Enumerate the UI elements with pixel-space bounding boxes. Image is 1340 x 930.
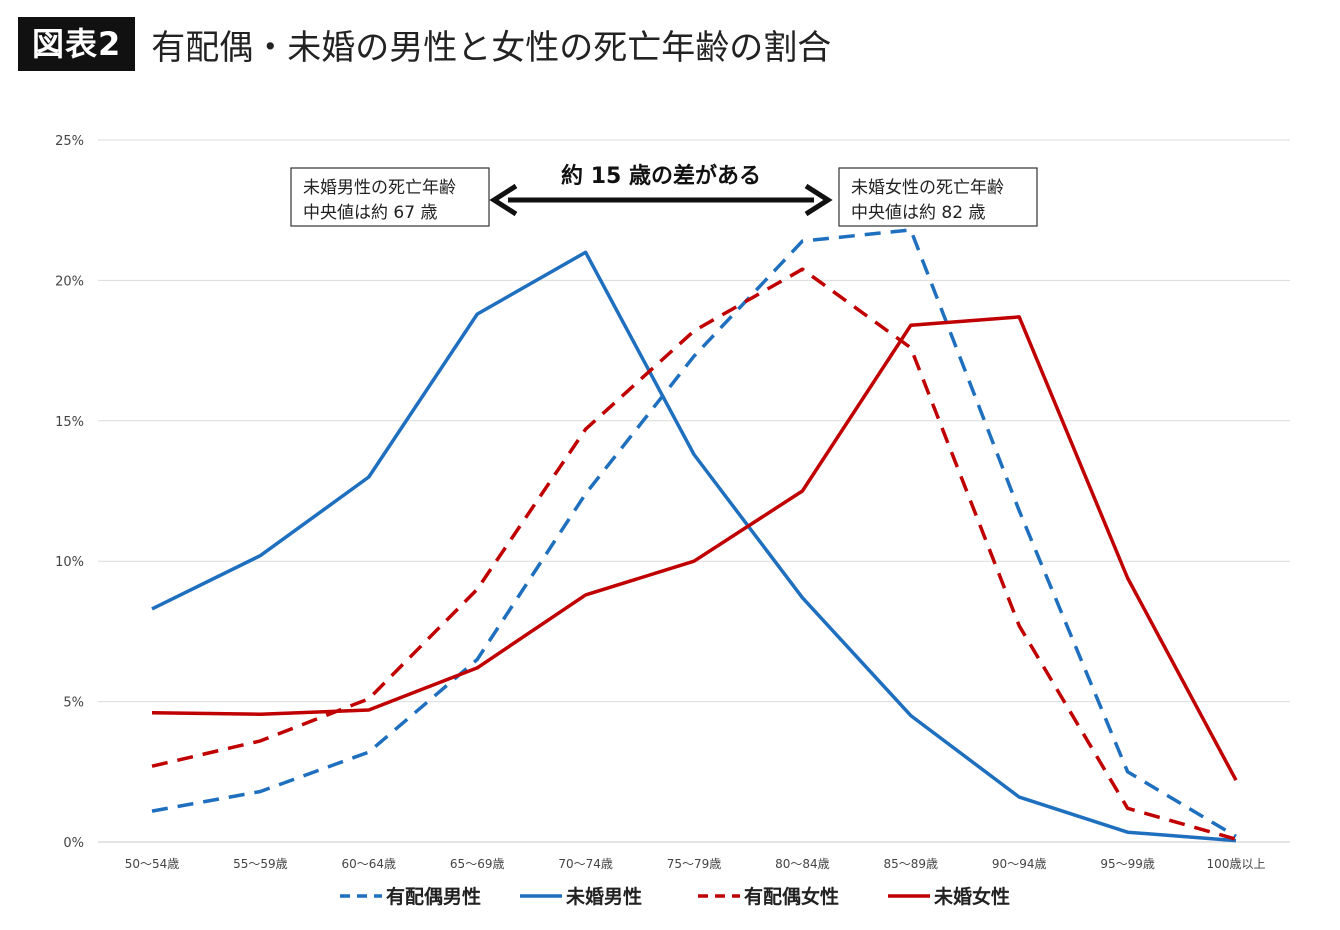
x-tick-label: 75〜79歳: [667, 857, 722, 871]
y-tick-label: 15%: [55, 415, 84, 430]
y-tick-label: 25%: [55, 134, 84, 149]
x-tick-label: 55〜59歳: [233, 857, 288, 871]
annotation-male-text: 中央値は約 67 歳: [303, 203, 437, 223]
chart-title: 有配偶・未婚の男性と女性の死亡年齢の割合: [151, 27, 832, 68]
arrow-label: 約 15 歳の差がある: [561, 163, 761, 189]
figure-badge: 図表2: [18, 17, 136, 71]
y-tick-label: 0%: [63, 836, 84, 851]
annotation-female-text: 未婚女性の死亡年齢: [851, 178, 1004, 198]
legend-label: 未婚女性: [933, 885, 1010, 908]
annotation-male-text: 未婚男性の死亡年齢: [303, 178, 456, 198]
series-line-3: [151, 315, 1238, 782]
annotation-female-text: 中央値は約 82 歳: [851, 203, 985, 223]
arrow-head-left: [489, 183, 518, 217]
y-tick-label: 20%: [55, 274, 84, 289]
x-tick-label: 85〜89歳: [884, 857, 939, 871]
annotation-male-box: [290, 167, 490, 227]
x-tick-label: 50〜54歳: [125, 857, 180, 871]
y-tick-label: 5%: [63, 696, 84, 711]
x-tick-label: 70〜74歳: [558, 857, 613, 871]
arrow-head-right: [804, 183, 833, 217]
x-tick-label: 60〜64歳: [342, 857, 397, 871]
legend-label: 未婚男性: [565, 885, 642, 908]
x-tick-label: 90〜94歳: [992, 857, 1047, 871]
series-line-1: [151, 250, 1237, 843]
x-tick-label: 100歳以上: [1207, 857, 1266, 871]
series-line-0: [151, 228, 1237, 838]
legend-label: 有配偶女性: [744, 885, 839, 908]
legend-label: 有配偶男性: [386, 885, 481, 908]
x-tick-label: 95〜99歳: [1100, 857, 1155, 871]
header: 図表2 有配偶・未婚の男性と女性の死亡年齢の割合: [18, 16, 831, 72]
x-tick-label: 80〜84歳: [775, 857, 830, 871]
annotation-female-box: [838, 167, 1038, 227]
x-tick-label: 65〜69歳: [450, 857, 505, 871]
y-tick-label: 10%: [55, 555, 84, 570]
